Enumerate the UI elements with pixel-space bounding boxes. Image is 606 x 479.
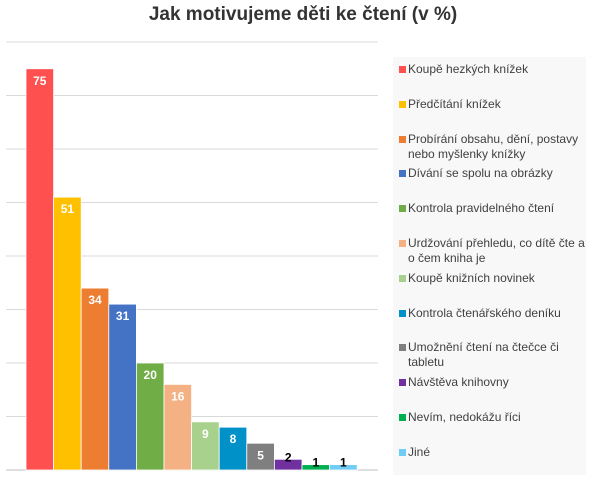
legend-item: Probírání obsahu, dění, postavy nebo myš…: [399, 132, 594, 162]
bar-data-label: 8: [230, 432, 237, 446]
legend-swatch-icon: [399, 414, 406, 421]
legend-item: Předčítání knížek: [399, 97, 594, 112]
legend-item: Nevím, nedokážu říci: [399, 410, 594, 425]
legend-item: Jiné: [399, 445, 594, 460]
legend-label: Předčítání knížek: [408, 96, 501, 111]
legend-swatch-icon: [399, 309, 406, 317]
legend-label: Koupě knižních novinek: [408, 270, 535, 285]
chart-title: Jak motivujeme děti ke čtení (v %): [148, 4, 458, 25]
bar: [163, 383, 193, 471]
legend-label: Jiné: [408, 444, 431, 459]
legend-swatch-icon: [399, 205, 406, 213]
legend-label: Návštěva knihovny: [408, 375, 509, 390]
legend-item: Urdžování přehledu, co dítě čte a o čem …: [399, 236, 594, 266]
legend-label: Koupě hezkých knížek: [408, 62, 529, 76]
legend-label: Kontrola pravidelného čtení: [408, 201, 555, 216]
legend-item: Umožnění čtení na čtečce či tabletu: [399, 340, 594, 370]
bar: [218, 426, 248, 471]
legend-item: Dívání se spolu na obrázky: [399, 166, 594, 181]
legend-swatch-icon: [399, 274, 406, 282]
legend-label: Umožnění čtení na čtečce či tabletu: [408, 340, 559, 370]
bar: [108, 303, 137, 471]
bar: [135, 362, 165, 471]
legend-swatch-icon: [399, 448, 406, 456]
bar-data-label: 31: [116, 309, 130, 323]
legend-label: Dívání se spolu na obrázky: [408, 166, 553, 181]
bar: [53, 196, 82, 471]
bar: [246, 442, 275, 471]
legend-swatch-icon: [399, 170, 406, 178]
legend-label: Probírání obsahu, dění, postavy nebo myš…: [408, 131, 579, 161]
legend-item: Koupě hezkých knížek: [399, 62, 594, 77]
legend-swatch-icon: [399, 66, 406, 73]
legend-item: Kontrola pravidelného čtení: [399, 201, 594, 216]
bar-data-label: 9: [202, 427, 209, 441]
legend-label: Kontrola čtenářského deníku: [408, 305, 561, 320]
bar-data-label: 1: [312, 456, 319, 470]
bar: [25, 68, 55, 471]
bar-data-label: 5: [257, 448, 264, 462]
legend-item: Kontrola čtenářského deníku: [399, 306, 594, 321]
legend-swatch-icon: [399, 344, 406, 352]
bar: [329, 464, 358, 471]
legend-label: Urdžování přehledu, co dítě čte a o čem …: [408, 236, 585, 265]
bar-data-label: 51: [61, 202, 75, 216]
legend-swatch-icon: [399, 135, 406, 143]
legend-swatch-icon: [399, 240, 406, 247]
legend-swatch-icon: [399, 100, 406, 108]
bar: [80, 287, 110, 471]
legend-item: Koupě knižních novinek: [399, 271, 594, 286]
legend-label: Nevím, nedokážu říci: [408, 410, 521, 424]
bar-chart-plot: 75 51 34 31 20 16 9 8 5 2 1 1: [6, 41, 378, 471]
bar-data-label: 20: [144, 368, 158, 382]
bar-data-label: 2: [285, 450, 292, 464]
legend-swatch-icon: [399, 379, 406, 387]
legend-item: Návštěva knihovny: [399, 375, 594, 390]
bar-data-label: 1: [340, 456, 347, 470]
bar-data-label: 16: [171, 389, 185, 403]
bar-data-label: 75: [33, 74, 47, 88]
chart-legend: Koupě hezkých knížek Předčítání knížek Pro…: [393, 57, 586, 475]
bar-data-label: 34: [88, 293, 102, 307]
